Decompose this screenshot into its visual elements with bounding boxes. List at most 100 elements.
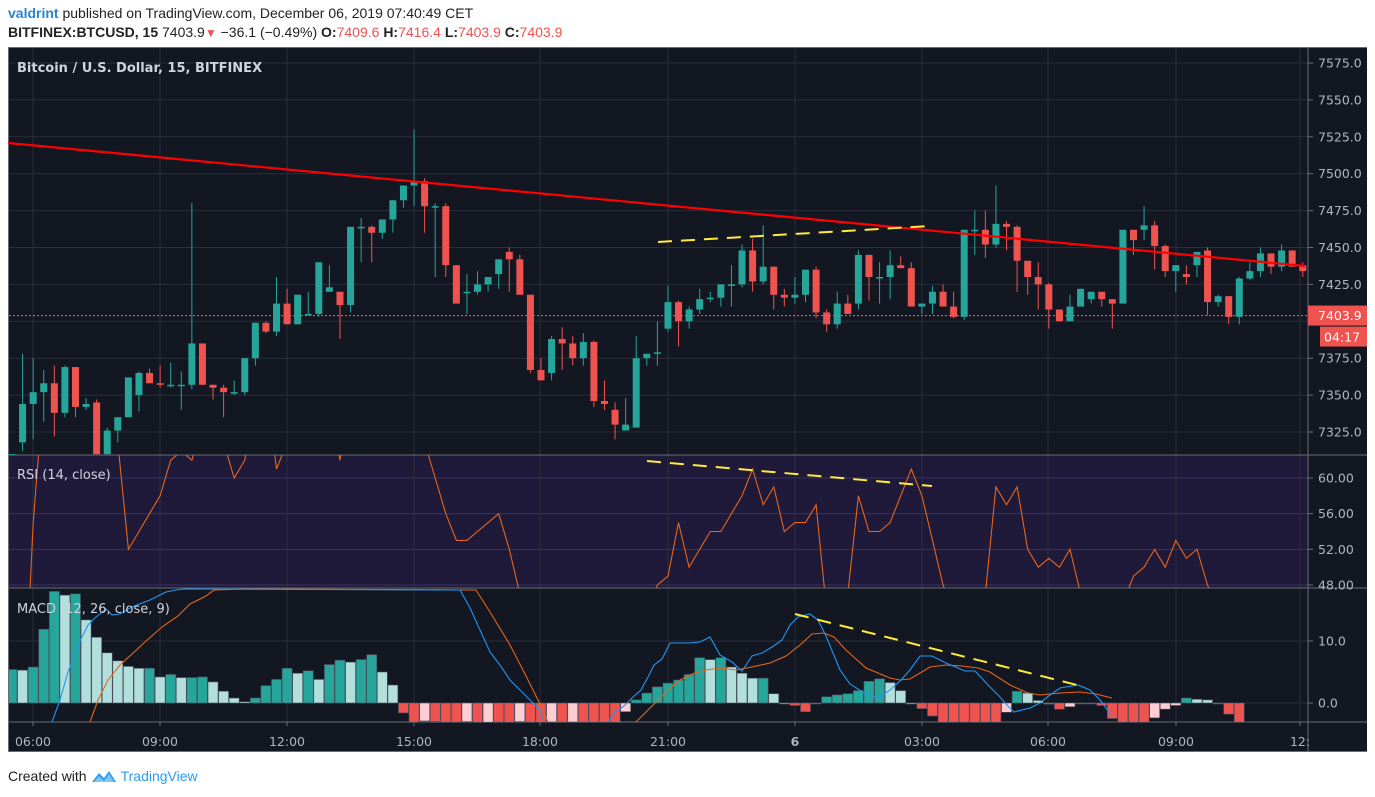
candle-body [1172, 265, 1180, 272]
macd-histogram-bar [17, 669, 28, 704]
symbol-info: BITFINEX:BTCUSD, 15 7403.9▼ −36.1 (−0.49… [8, 24, 562, 40]
open-label: O: [321, 24, 337, 40]
macd-divergence-line[interactable] [794, 613, 1086, 688]
candle-body [198, 343, 206, 385]
candle-body [907, 268, 915, 307]
macd-histogram-bar [768, 693, 780, 704]
created-with-label: Created with [8, 768, 87, 784]
macd-histogram-bar [281, 667, 293, 704]
price-axis-label: 7375.0 [1318, 351, 1362, 366]
resistance-trendline[interactable] [7, 141, 1306, 268]
candle-body [653, 352, 661, 354]
candle-body [548, 339, 556, 373]
candle-body [1066, 306, 1074, 322]
macd-histogram-bar [49, 591, 60, 704]
candle-body [1108, 299, 1116, 304]
macd-histogram-bar [144, 667, 155, 704]
countdown-label: 04:17 [1324, 330, 1360, 345]
macd-histogram-bar [398, 702, 409, 714]
candle-body [50, 383, 58, 413]
chart-title: Bitcoin / U.S. Dollar, 15, BITFINEX [17, 61, 262, 76]
candle-body [844, 303, 852, 314]
macd-histogram-bar [1022, 692, 1033, 704]
macd-histogram-bar [376, 671, 388, 704]
macd-series [9, 588, 1245, 722]
time-axis-label: 09:00 [142, 734, 178, 749]
footer: Created with TradingView [8, 768, 198, 784]
macd-histogram-bar [1233, 702, 1245, 722]
macd-histogram-bar [726, 666, 737, 704]
macd-histogram-bar [1001, 702, 1012, 713]
tradingview-link[interactable]: TradingView [120, 768, 198, 784]
high-value: 7416.4 [398, 24, 441, 40]
candle-body [611, 409, 619, 425]
macd-histogram-bar [493, 702, 504, 722]
macd-histogram-bar [70, 593, 81, 704]
candle-body [135, 372, 143, 396]
macd-histogram-bar [630, 699, 642, 704]
macd-histogram-bar [599, 702, 610, 722]
macd-histogram-bar [863, 680, 875, 704]
candle-body [1024, 260, 1032, 278]
candle-body [749, 250, 757, 282]
macd-line [51, 588, 1113, 722]
candle-body [114, 417, 122, 431]
candle-body [526, 294, 534, 371]
trendline[interactable] [7, 141, 1306, 268]
high-label: H: [383, 24, 399, 40]
candle-body [1278, 250, 1286, 267]
macd-histogram-bar [779, 702, 790, 705]
macd-axis-label: 10.0 [1318, 634, 1346, 649]
macd-histogram-bar [165, 674, 176, 704]
candle-body [812, 269, 820, 313]
candle-body [1098, 291, 1106, 300]
candle-body [1235, 278, 1243, 317]
time-axis-label: 12:00 [269, 734, 305, 749]
candle-body [1246, 271, 1254, 279]
candle-body [188, 343, 196, 385]
candle-body [706, 297, 714, 300]
candle-body [378, 219, 386, 233]
current-price-label: 7403.9 [1318, 308, 1362, 323]
author-link[interactable]: valdrint [8, 5, 59, 21]
candle-body [1045, 284, 1053, 310]
macd-histogram-bar [472, 702, 483, 722]
macd-histogram-bar [1128, 702, 1139, 722]
price-divergence-line[interactable] [657, 225, 931, 243]
low-value: 7403.9 [458, 24, 501, 40]
macd-histogram-bar [112, 660, 124, 704]
candle-body [950, 306, 958, 317]
axes: 7575.0 7550.0 7525.0 7500.0 7475.0 7450.0 7425… [15, 47, 1375, 753]
macd-histogram-bar [916, 702, 928, 709]
macd-histogram-bar [1149, 702, 1160, 719]
candle-body [431, 206, 439, 208]
candle-body [103, 430, 111, 455]
macd-histogram-bar [1223, 702, 1234, 715]
macd-histogram-bar [408, 702, 420, 722]
rsi-divergence-line[interactable] [646, 460, 933, 487]
candle-body [791, 294, 799, 298]
candle-body [1003, 223, 1011, 227]
last-price: 7403.9 [162, 24, 205, 40]
candle-body [9, 454, 16, 455]
candle-body [1151, 225, 1159, 247]
candle-body [1161, 246, 1169, 272]
candle-body [897, 265, 905, 269]
candle-body [886, 265, 894, 278]
price-candles [9, 129, 1307, 455]
price-axis-label: 7450.0 [1318, 240, 1362, 255]
rsi-axis-label: 52.00 [1318, 542, 1354, 557]
price-axis-label: 7500.0 [1318, 166, 1362, 181]
macd-histogram-bar [387, 684, 399, 704]
time-axis-label: 12: [1290, 734, 1310, 749]
macd-histogram-bar [80, 619, 92, 704]
macd-histogram-bar [154, 676, 166, 704]
divergence-lines[interactable] [646, 225, 1086, 688]
countdown-tag [1320, 326, 1367, 347]
candle-body [71, 367, 79, 407]
macd-histogram-bar [1181, 697, 1192, 704]
candle-body [939, 291, 947, 307]
macd-histogram-bar [260, 685, 272, 704]
macd-histogram-bar [324, 664, 335, 704]
